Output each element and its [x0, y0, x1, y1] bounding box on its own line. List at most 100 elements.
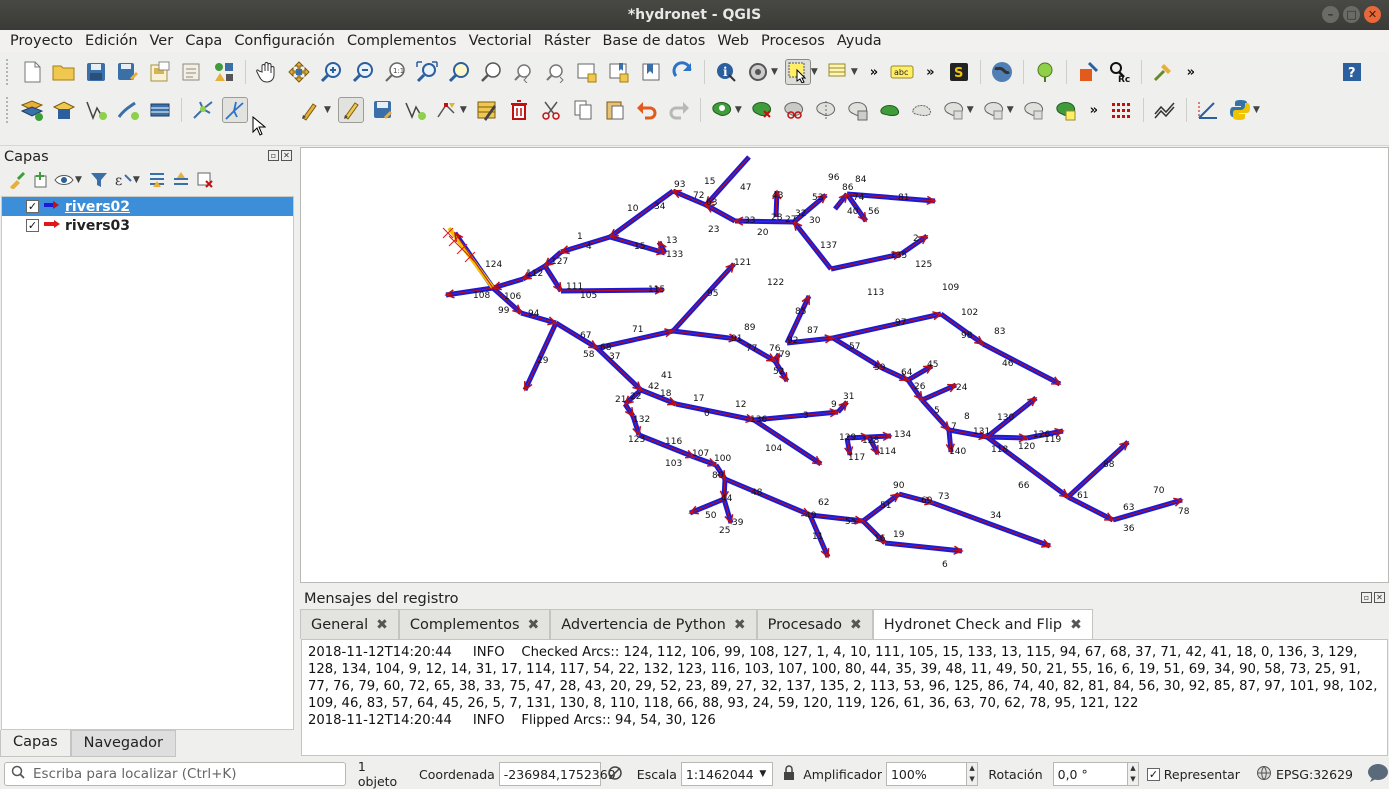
hydronet-check-icon[interactable] — [190, 97, 216, 123]
vertex-tool-icon[interactable] — [434, 97, 460, 123]
add-group-icon[interactable] — [30, 169, 52, 191]
zoom-to-selection-icon[interactable] — [446, 59, 472, 85]
hydronet-flip-icon[interactable] — [222, 97, 248, 123]
cut-features-icon[interactable] — [538, 97, 564, 123]
zoom-to-layer-icon[interactable] — [478, 59, 504, 85]
paste-features-icon[interactable] — [602, 97, 628, 123]
new-gpx-icon[interactable] — [115, 97, 141, 123]
crs-globe-icon[interactable] — [1256, 765, 1272, 784]
map-canvas[interactable]: 47 93 15 72 63 43 96 84 86 74 40 56 53 81 32 30 27 28 33 20… — [300, 147, 1389, 583]
new-print-layout-icon[interactable] — [147, 59, 173, 85]
tab-complementos[interactable]: Complementos ✖ — [398, 609, 551, 639]
zoom-next-icon[interactable] — [542, 59, 568, 85]
reshape-icon[interactable] — [877, 97, 903, 123]
menu-base-de-datos[interactable]: Base de datos — [602, 33, 706, 49]
current-edits-icon[interactable] — [298, 97, 324, 123]
close-panel-icon[interactable]: ✕ — [281, 150, 292, 161]
tools-plugin-icon[interactable] — [1150, 59, 1176, 85]
toggle-extents-icon[interactable] — [607, 765, 623, 784]
menu-web[interactable]: Web — [717, 33, 749, 49]
messages-icon[interactable] — [1367, 763, 1389, 786]
close-tab-icon[interactable]: ✖ — [1070, 617, 1082, 633]
pan-map-icon[interactable] — [254, 59, 280, 85]
minimize-button[interactable]: – — [1322, 6, 1339, 23]
zoom-last-icon[interactable] — [510, 59, 536, 85]
menu-capa[interactable]: Capa — [185, 33, 223, 49]
line-tool-icon[interactable] — [1152, 97, 1178, 123]
collapse-all-icon[interactable] — [170, 169, 192, 191]
delete-part-icon[interactable] — [981, 97, 1007, 123]
menu-complementos[interactable]: Complementos — [346, 33, 457, 49]
float-log-panel-icon[interactable]: ▫ — [1361, 592, 1372, 603]
style-manager-icon[interactable] — [211, 59, 237, 85]
rotate-feature-icon[interactable] — [1053, 97, 1079, 123]
scale-dropdown-icon[interactable]: ▼ — [759, 769, 767, 779]
copy-features-icon[interactable] — [570, 97, 596, 123]
rotation-spinner[interactable]: ▲ ▼ — [1127, 762, 1140, 786]
save-as-icon[interactable] — [115, 59, 141, 85]
filter-legend-icon[interactable] — [88, 169, 110, 191]
tab-capas[interactable]: Capas — [0, 730, 71, 757]
fill-ring-icon[interactable] — [941, 97, 967, 123]
layer-rivers02[interactable]: ✓ rivers02 — [2, 197, 293, 216]
close-tab-icon[interactable]: ✖ — [527, 616, 540, 633]
locator-search-input[interactable]: Escriba para localizar (Ctrl+K) — [4, 762, 346, 786]
offset-curve-icon[interactable] — [909, 97, 935, 123]
pan-to-selection-icon[interactable] — [286, 59, 312, 85]
zoom-native-icon[interactable]: 1:1 — [382, 59, 408, 85]
expand-all-icon[interactable] — [146, 169, 168, 191]
zoom-full-icon[interactable] — [414, 59, 440, 85]
undo-icon[interactable] — [634, 97, 660, 123]
magnifier-spinner[interactable]: ▲ ▼ — [966, 762, 979, 786]
close-tab-icon[interactable]: ✖ — [733, 616, 746, 633]
menu-ayuda[interactable]: Ayuda — [836, 33, 882, 49]
menu-ver[interactable]: Ver — [149, 33, 174, 49]
new-map-view-icon[interactable] — [574, 59, 600, 85]
delete-selected-icon[interactable] — [506, 97, 532, 123]
close-button[interactable]: ✕ — [1364, 6, 1381, 23]
add-raster-layer-icon[interactable] — [51, 97, 77, 123]
add-database-icon[interactable] — [147, 97, 173, 123]
new-shapefile-icon[interactable] — [83, 97, 109, 123]
menu-procesos[interactable]: Procesos — [760, 33, 825, 49]
rotation-field[interactable]: 0,0 ° — [1052, 762, 1128, 786]
more-tools-icon[interactable]: » — [869, 64, 879, 80]
tab-navegador[interactable]: Navegador — [70, 730, 177, 757]
maximize-button[interactable]: □ — [1343, 6, 1360, 23]
simplify-icon[interactable] — [1021, 97, 1047, 123]
select-features-icon[interactable] — [784, 59, 811, 85]
scale-field[interactable]: 1:1462044 ▼ — [680, 762, 774, 786]
more-digitizing-tools-icon[interactable]: » — [1089, 102, 1099, 118]
globe-plugin-icon[interactable] — [989, 59, 1015, 85]
close-tab-icon[interactable]: ✖ — [850, 616, 862, 633]
open-project-icon[interactable] — [51, 59, 77, 85]
filter-expression-icon[interactable]: ε — [112, 169, 134, 191]
identify-features-icon[interactable]: i — [713, 59, 739, 85]
scripting-s-icon[interactable]: S — [946, 59, 972, 85]
toggle-editing-icon[interactable] — [337, 97, 364, 123]
python-console-icon[interactable] — [1227, 97, 1253, 123]
magnifier-field[interactable]: 100% — [885, 762, 967, 786]
tab-general[interactable]: General ✖ — [300, 609, 399, 639]
attribute-select-icon[interactable] — [825, 59, 851, 85]
split-features-icon[interactable] — [781, 97, 807, 123]
redo-icon[interactable] — [666, 97, 692, 123]
plugin-flip-icon[interactable] — [1075, 59, 1101, 85]
new-bookmark-icon[interactable] — [606, 59, 632, 85]
digitize-ring-icon[interactable] — [709, 97, 735, 123]
measure-angle-icon[interactable] — [1195, 97, 1221, 123]
remove-layer-icon[interactable] — [194, 169, 216, 191]
refresh-icon[interactable] — [670, 59, 696, 85]
more-plugins-icon[interactable]: » — [1186, 64, 1195, 80]
lock-scale-icon[interactable] — [783, 764, 795, 784]
rc-plugin-icon[interactable]: Rc — [1107, 59, 1133, 85]
manage-visibility-icon[interactable] — [54, 169, 76, 191]
layer-visibility-checkbox[interactable]: ✓ — [26, 219, 39, 232]
menu-raster[interactable]: Ráster — [543, 33, 591, 49]
help-icon[interactable]: ? — [1339, 59, 1365, 85]
split-parts-icon[interactable] — [813, 97, 839, 123]
close-tab-icon[interactable]: ✖ — [376, 616, 388, 633]
tab-hydronet-check-flip[interactable]: Hydronet Check and Flip ✖ — [872, 609, 1093, 640]
add-vector-layer-icon[interactable] — [19, 97, 45, 123]
